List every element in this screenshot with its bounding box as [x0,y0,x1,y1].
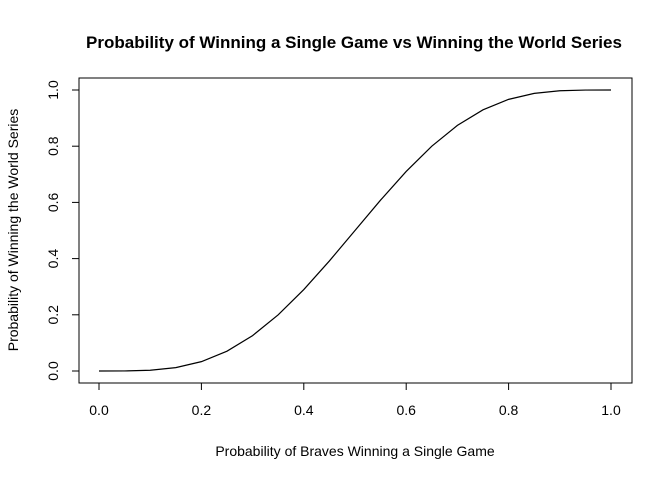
y-tick-label: 0.0 [45,361,61,381]
x-tick-label: 0.2 [192,402,212,418]
chart-title: Probability of Winning a Single Game vs … [86,33,622,52]
y-tick-label: 0.6 [45,192,61,212]
x-tick-label: 0.0 [89,402,109,418]
x-tick-label: 0.6 [396,402,416,418]
y-tick-label: 1.0 [45,80,61,100]
x-axis-label: Probability of Braves Winning a Single G… [215,443,495,459]
x-tick-label: 1.0 [601,402,621,418]
y-tick-label: 0.2 [45,305,61,325]
series-line [98,89,612,372]
y-tick-label: 0.4 [45,249,61,269]
series-layer [98,89,612,372]
y-axis: 0.0 0.2 0.4 0.6 0.8 1.0 [45,80,80,381]
x-tick-label: 0.8 [499,402,519,418]
y-axis-label: Probability of Winning the World Series [5,109,21,352]
x-axis: 0.0 0.2 0.4 0.6 0.8 1.0 [89,382,621,418]
y-tick-label: 0.8 [45,136,61,156]
x-tick-label: 0.4 [294,402,314,418]
